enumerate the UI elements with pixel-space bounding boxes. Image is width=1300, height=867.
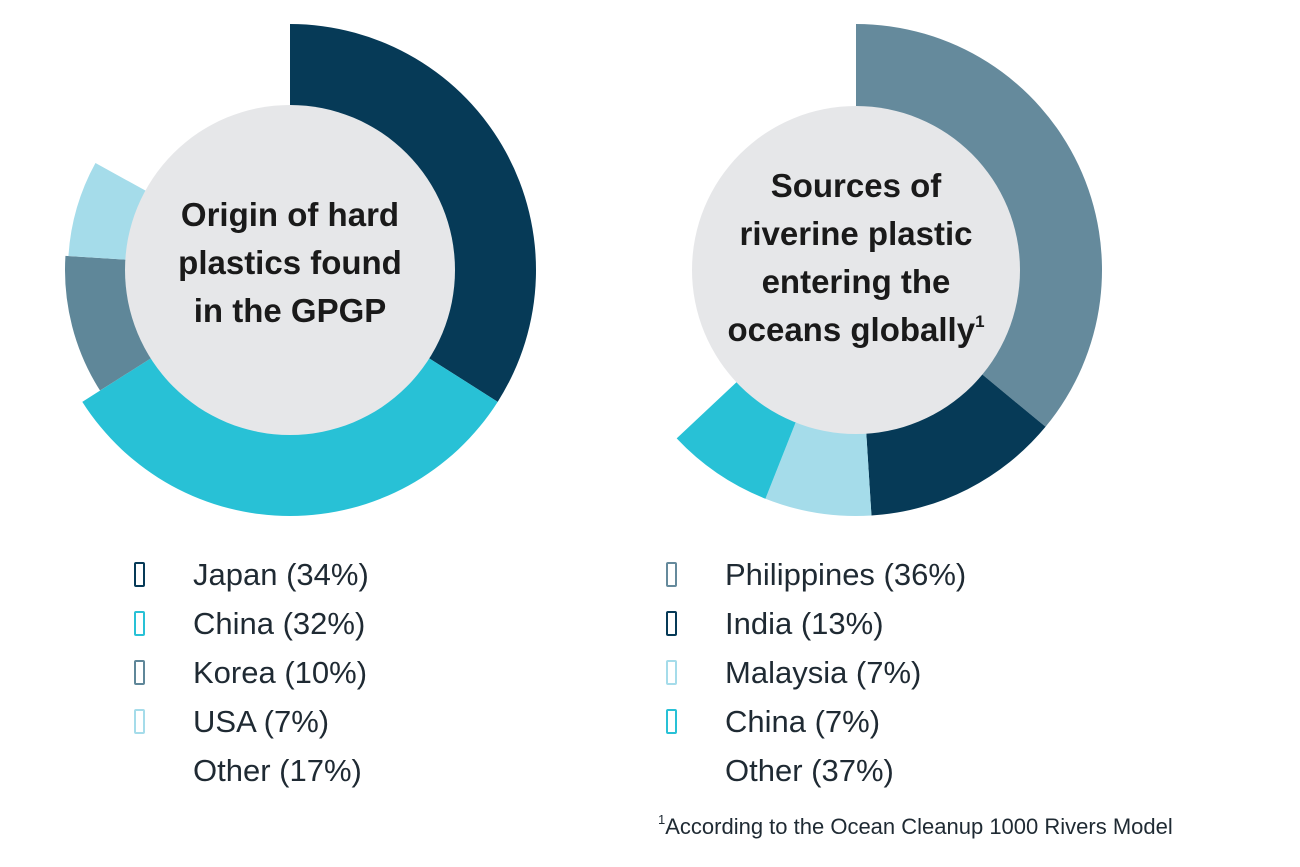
legend-item-malaysia: Malaysia (7%): [666, 648, 966, 697]
legend-label: China (32%): [193, 605, 366, 641]
legend-label: China (7%): [725, 703, 881, 739]
legend-item-korea: Korea (10%): [134, 648, 369, 697]
footnote-mark: 1: [658, 812, 666, 827]
donut-chart-riverine-sources: Sources of riverine plastic entering the oc…: [676, 24, 1102, 516]
slice-india: [866, 373, 1046, 516]
footnote-text: According to the Ocean Cleanup 1000 Rive…: [665, 814, 1173, 839]
chart-title: Sources of riverine plastic entering the oc…: [727, 167, 984, 348]
legend-swatch: [134, 611, 145, 636]
slice-china: [676, 380, 797, 499]
donut-chart-gpgp-origin: Origin of hard plastics found in the GPGP: [65, 24, 536, 516]
legend-label: Other (37%): [725, 752, 894, 788]
legend-item-other: Other (17%): [134, 746, 369, 795]
legend-label: USA (7%): [193, 703, 330, 739]
legend-label: Japan (34%): [193, 556, 369, 592]
title-footnote-mark: 1: [975, 312, 984, 331]
legend-item-japan: Japan (34%): [134, 550, 369, 599]
legend-item-india: India (13%): [666, 599, 966, 648]
legend-swatch: [134, 562, 145, 587]
legend-swatch: [666, 660, 677, 685]
chart-title-line: riverine plastic: [740, 215, 973, 252]
footnote: 1According to the Ocean Cleanup 1000 Riv…: [658, 812, 1173, 840]
chart-title-line: oceans globally: [727, 311, 975, 348]
legend-swatch: [134, 758, 145, 783]
chart-title-line: plastics found: [178, 244, 402, 281]
legend-item-other: Other (37%): [666, 746, 966, 795]
legend-swatch: [666, 709, 677, 734]
legend-riverine-sources: Philippines (36%) India (13%) Malaysia (7%…: [666, 550, 966, 795]
chart-title-line: Origin of hard: [181, 196, 399, 233]
slice-korea: [65, 255, 153, 391]
legend-item-china: China (32%): [134, 599, 369, 648]
chart-title-line: Sources of: [771, 167, 943, 204]
slice-philippines: [856, 24, 1102, 427]
donut-center: [125, 105, 455, 435]
legend-swatch: [666, 758, 677, 783]
slice-malaysia: [765, 420, 872, 516]
legend-label: Malaysia (7%): [725, 654, 922, 690]
legend-label: Other (17%): [193, 752, 362, 788]
legend-gpgp-origin: Japan (34%) China (32%) Korea (10%) USA (7%…: [134, 550, 369, 795]
slice-usa: [68, 163, 148, 260]
legend-item-usa: USA (7%): [134, 697, 369, 746]
legend-item-philippines: Philippines (36%): [666, 550, 966, 599]
chart-title: Origin of hard plastics found in the GPGP: [178, 196, 402, 329]
legend-label: Korea (10%): [193, 654, 368, 690]
legend-swatch: [134, 660, 145, 685]
chart-title-line: entering the: [762, 263, 951, 300]
legend-item-china: China (7%): [666, 697, 966, 746]
legend-swatch: [134, 709, 145, 734]
legend-label: Philippines (36%): [725, 556, 967, 592]
donut-center: [692, 106, 1020, 434]
legend-label: India (13%): [725, 605, 884, 641]
chart-title-line: in the GPGP: [194, 292, 387, 329]
legend-swatch: [666, 611, 677, 636]
legend-swatch: [666, 562, 677, 587]
